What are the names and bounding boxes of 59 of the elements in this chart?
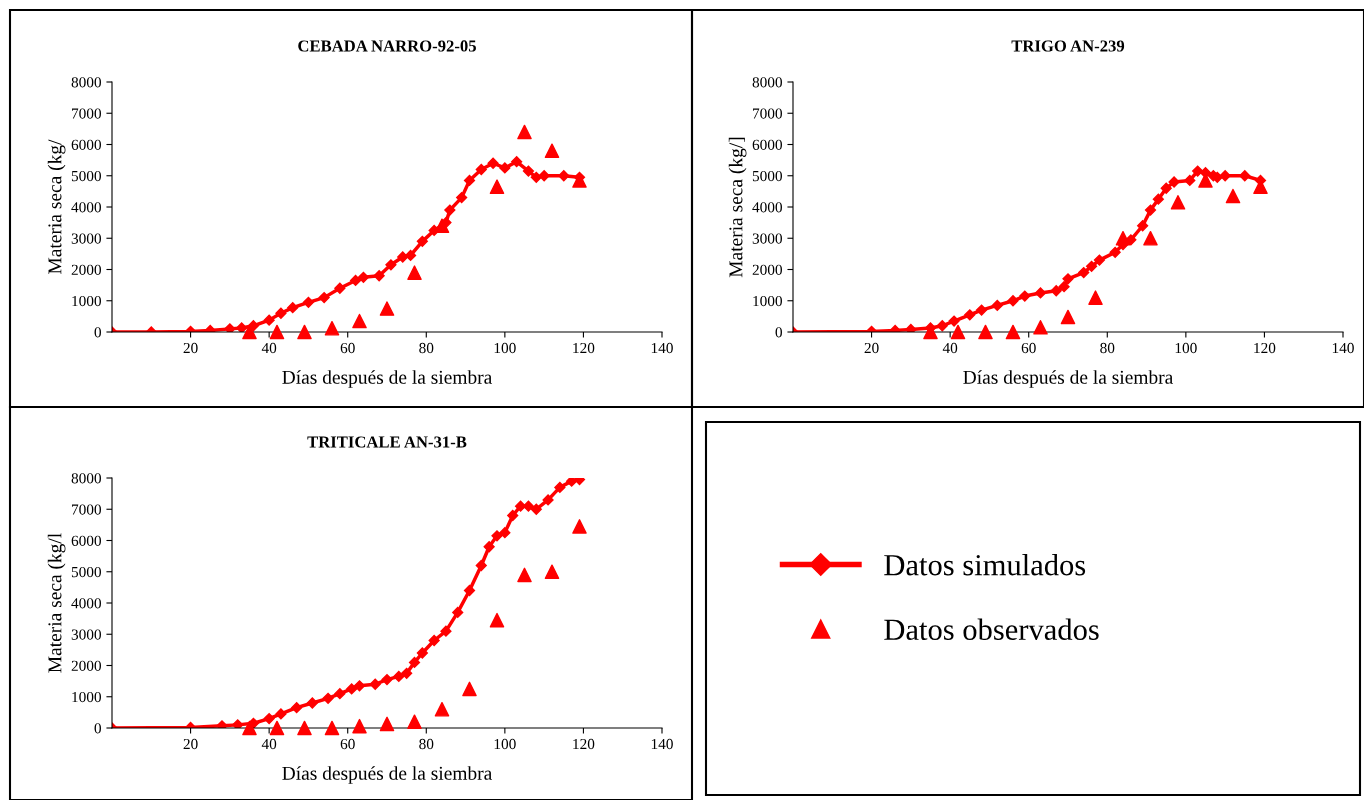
y-tick-label: 1000 — [72, 295, 101, 307]
y-tick-label: 5000 — [71, 170, 101, 182]
y-tick-label: 8000 — [752, 77, 782, 88]
y-axis-title: Materia seca (kg/] — [728, 137, 747, 278]
x-tick-label: 120 — [573, 738, 595, 750]
x-tick-label: 40 — [942, 342, 958, 354]
y-tick-label: 8000 — [71, 77, 101, 88]
x-axis-title: Días después de la siembra — [282, 370, 493, 388]
y-tick-label: 6000 — [752, 139, 782, 150]
x-tick-label: 40 — [261, 738, 277, 750]
legend-label: Datos simulados — [884, 553, 1086, 576]
y-tick-label: 2000 — [71, 660, 101, 671]
y-tick-label: 2000 — [752, 264, 782, 275]
y-tick-label: 1000 — [753, 295, 782, 307]
y-axis-title: Materia seca (kg/ — [47, 139, 66, 274]
x-tick-label: 140 — [651, 738, 673, 750]
x-tick-label: 60 — [340, 342, 355, 354]
y-tick-label: 1000 — [72, 691, 101, 703]
x-tick-label: 120 — [573, 342, 595, 354]
y-tick-label: 5000 — [752, 170, 782, 182]
x-tick-label: 20 — [864, 342, 879, 354]
x-tick-label: 100 — [494, 738, 516, 750]
y-tick-label: 4000 — [71, 598, 101, 609]
chart-title: TRIGO AN-239 — [1011, 40, 1125, 52]
x-axis-title: Días después de la siembra — [963, 370, 1174, 388]
y-tick-label: 7000 — [72, 504, 101, 515]
y-tick-label: 3000 — [752, 233, 782, 244]
x-tick-label: 80 — [419, 738, 434, 750]
y-tick-label: 7000 — [753, 108, 782, 119]
y-tick-label: 7000 — [72, 108, 101, 119]
y-tick-label: 8000 — [71, 473, 101, 484]
y-tick-label: 0 — [775, 327, 782, 338]
x-axis-title: Días después de la siembra — [282, 766, 493, 784]
y-tick-label: 0 — [94, 327, 101, 338]
x-tick-label: 120 — [1254, 342, 1276, 354]
x-tick-label: 140 — [1332, 342, 1354, 354]
x-tick-label: 20 — [183, 342, 198, 354]
x-tick-label: 100 — [1175, 342, 1197, 354]
y-tick-label: 5000 — [71, 566, 101, 578]
y-tick-label: 6000 — [71, 535, 101, 546]
y-tick-label: 3000 — [71, 629, 101, 640]
y-tick-label: 2000 — [71, 264, 101, 275]
x-tick-label: 100 — [494, 342, 516, 354]
y-tick-label: 4000 — [71, 202, 101, 213]
x-tick-label: 140 — [651, 342, 673, 354]
x-tick-label: 80 — [1100, 342, 1115, 354]
chart-title: TRITICALE AN-31-B — [307, 436, 467, 448]
y-tick-label: 6000 — [71, 139, 101, 150]
y-axis-title: Materia seca (kg/l — [47, 533, 66, 673]
x-tick-label: 20 — [183, 738, 198, 750]
chart-title: CEBADA NARRO-92-05 — [298, 40, 476, 52]
y-tick-label: 4000 — [752, 202, 782, 213]
x-tick-label: 80 — [419, 342, 434, 354]
x-tick-label: 60 — [340, 738, 355, 750]
x-tick-label: 60 — [1021, 342, 1036, 354]
legend-label: Datos observados — [884, 618, 1099, 641]
y-tick-label: 0 — [94, 723, 101, 734]
y-tick-label: 3000 — [71, 233, 101, 244]
x-tick-label: 40 — [261, 342, 277, 354]
